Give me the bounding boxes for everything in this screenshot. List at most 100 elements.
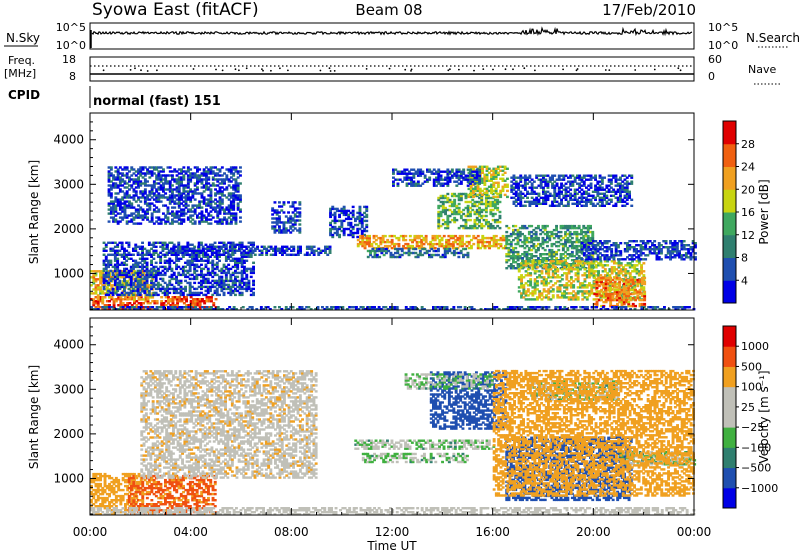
heatmap-cell: [490, 177, 493, 180]
heatmap-cell: [532, 255, 536, 258]
heatmap-cell: [101, 300, 105, 303]
heatmap-cell: [278, 227, 281, 230]
heatmap-cell: [494, 240, 498, 244]
heatmap-cell: [102, 277, 106, 281]
heatmap-cell: [147, 251, 151, 254]
heatmap-cell: [450, 202, 454, 206]
heatmap-cell: [505, 253, 509, 256]
heatmap-cell: [512, 267, 515, 270]
heatmap-cell: [455, 210, 459, 214]
heatmap-cell: [147, 253, 151, 256]
heatmap-cell: [443, 255, 447, 259]
heatmap-cell: [576, 266, 580, 269]
heatmap-cell: [125, 204, 129, 207]
heatmap-cell: [181, 249, 185, 252]
heatmap-cell: [220, 287, 224, 291]
heatmap-cell: [568, 230, 572, 234]
heatmap-cell: [188, 263, 192, 266]
heatmap-cell: [512, 265, 515, 268]
heatmap-cell: [227, 285, 231, 289]
heatmap-cell: [141, 251, 144, 254]
heatmap-cell: [232, 212, 236, 215]
heatmap-cell: [177, 168, 181, 171]
nave-dot: [365, 68, 368, 70]
heatmap-cell: [129, 267, 133, 271]
heatmap-cell: [531, 262, 535, 265]
heatmap-cell: [437, 172, 441, 175]
heatmap-cell: [121, 282, 125, 285]
heatmap-cell: [141, 210, 145, 213]
heatmap-cell: [356, 238, 360, 242]
heatmap-cell: [134, 245, 138, 248]
heatmap-cell: [469, 191, 473, 195]
heatmap-cell: [588, 266, 591, 269]
heatmap-cell: [498, 200, 502, 204]
heatmap-cell: [180, 220, 183, 223]
heatmap-cell: [507, 255, 511, 258]
heatmap-cell: [148, 204, 152, 207]
heatmap-cell: [481, 171, 484, 174]
heatmap-cell: [260, 249, 264, 252]
heatmap-cell: [211, 216, 215, 219]
heatmap-cell: [178, 298, 182, 301]
heatmap-cell: [114, 204, 118, 207]
heatmap-cell: [475, 168, 479, 171]
heatmap-cell: [99, 286, 102, 289]
heatmap-cell: [200, 206, 204, 209]
nave-dot: [262, 69, 264, 72]
heatmap-cell: [181, 247, 185, 250]
heatmap-cell: [333, 219, 337, 223]
heatmap-cell: [166, 188, 170, 191]
heatmap-cell: [166, 180, 170, 183]
heatmap-cell: [252, 267, 255, 271]
heatmap-cell: [219, 253, 223, 256]
heatmap-cell: [561, 248, 565, 252]
heatmap-cell: [215, 281, 219, 285]
heatmap-cell: [150, 281, 153, 285]
heatmap-cell: [469, 224, 472, 228]
heatmap-cell: [184, 200, 188, 203]
heatmap-cell: [470, 246, 473, 250]
heatmap-cell: [312, 253, 316, 256]
heatmap-cell: [412, 184, 416, 187]
heatmap-cell: [524, 270, 528, 273]
heatmap-cell: [441, 184, 445, 187]
heatmap-cell: [252, 281, 255, 285]
heatmap-cell: [154, 269, 158, 273]
heatmap-cell: [136, 265, 140, 269]
heatmap-cell: [459, 194, 463, 198]
heatmap-cell: [211, 172, 215, 175]
heatmap-cell: [211, 243, 215, 246]
heatmap-cell: [449, 244, 453, 248]
heatmap-cell: [125, 194, 129, 197]
heatmap-cell: [541, 246, 545, 250]
heatmap-cell: [358, 219, 362, 223]
heatmap-cell: [243, 277, 246, 281]
heatmap-cell: [123, 271, 126, 275]
heatmap-cell: [356, 211, 360, 215]
heatmap-cell: [175, 255, 178, 258]
heatmap-cell: [473, 202, 477, 206]
heatmap-cell: [128, 214, 131, 217]
heatmap-cell: [368, 244, 371, 248]
heatmap-cell: [439, 196, 443, 200]
heatmap-cell: [143, 265, 147, 269]
heatmap-cell: [564, 232, 567, 236]
heatmap-cell: [92, 274, 96, 277]
heatmap-cell: [347, 217, 351, 221]
heatmap-cell: [218, 206, 222, 209]
heatmap-cell: [426, 180, 429, 183]
heatmap-cell: [450, 212, 454, 216]
heatmap-cell: [177, 243, 181, 246]
heatmap-cell: [159, 194, 163, 197]
heatmap-cell: [145, 253, 149, 256]
heatmap-cell: [585, 286, 589, 289]
heatmap-cell: [521, 232, 524, 236]
heatmap-cell: [347, 227, 351, 231]
heatmap-cell: [171, 222, 174, 225]
heatmap-cell: [550, 255, 554, 258]
heatmap-cell: [437, 212, 441, 216]
heatmap-cell: [99, 306, 102, 309]
heatmap-cell: [453, 198, 457, 202]
heatmap-cell: [333, 231, 337, 235]
